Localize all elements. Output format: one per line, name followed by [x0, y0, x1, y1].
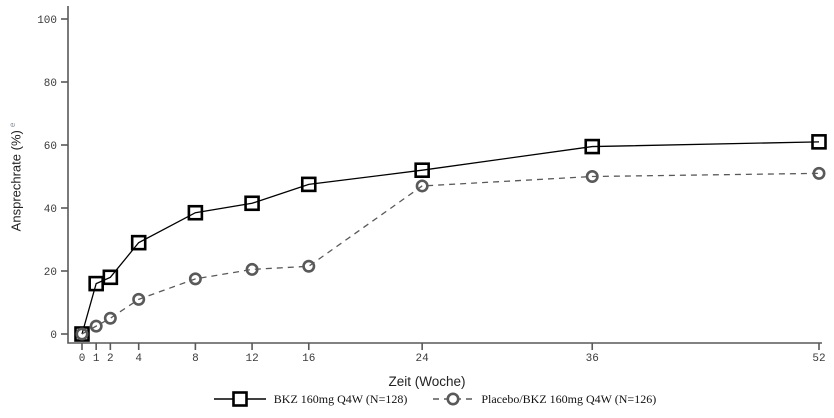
x-tick-label: 1 [93, 353, 100, 365]
legend-label-placebo: Placebo/BKZ 160mg Q4W (N=126) [481, 391, 657, 406]
x-tick-label: 36 [586, 353, 599, 365]
square-marker [74, 326, 90, 342]
x-tick-label: 8 [192, 353, 199, 365]
y-tick-label: 20 [44, 267, 57, 279]
x-tick-label: 0 [79, 353, 86, 365]
legend-item-placebo: Placebo/BKZ 160mg Q4W (N=126) [433, 391, 656, 407]
legend-marker-bkz-icon [213, 391, 266, 407]
square-marker [414, 162, 430, 178]
x-tick-label: 52 [812, 353, 825, 365]
circle-marker [415, 179, 429, 193]
legend-marker-placebo-icon [433, 392, 474, 406]
circle-marker [132, 292, 146, 306]
x-tick-label: 12 [245, 353, 258, 365]
x-tick-label: 16 [302, 353, 315, 365]
series-bkz [74, 134, 827, 342]
series-placebo [75, 166, 826, 341]
x-tick-label: 2 [107, 353, 114, 365]
circle-marker [302, 259, 316, 273]
circle-marker [245, 262, 259, 276]
y-tick-label: 40 [44, 204, 57, 216]
circle-marker [103, 311, 117, 325]
y-tick-label: 60 [44, 141, 57, 153]
x-tick-label: 4 [135, 353, 142, 365]
y-tick-label: 80 [44, 78, 57, 90]
legend-label-bkz: BKZ 160mg Q4W (N=128) [273, 391, 408, 406]
square-marker [187, 204, 204, 221]
y-tick-label: 0 [50, 330, 57, 342]
circle-marker [89, 319, 103, 333]
square-marker [811, 134, 827, 150]
circle-marker [75, 327, 89, 341]
square-marker [300, 176, 317, 193]
circle-marker [188, 272, 202, 286]
square-marker [130, 234, 147, 251]
axes [61, 6, 822, 350]
square-marker [102, 269, 119, 286]
legend: BKZ 160mg Q4W (N=128) Placebo/BKZ 160mg … [0, 391, 834, 407]
x-tick-label: 24 [416, 353, 430, 365]
y-tick-label: 100 [37, 15, 57, 27]
x-axis-title: Zeit (Woche) [388, 374, 466, 389]
legend-item-bkz: BKZ 160mg Q4W (N=128) [213, 391, 408, 407]
circle-marker [812, 166, 826, 180]
circle-marker [585, 170, 599, 184]
square-marker [244, 195, 260, 212]
square-marker [584, 138, 601, 155]
